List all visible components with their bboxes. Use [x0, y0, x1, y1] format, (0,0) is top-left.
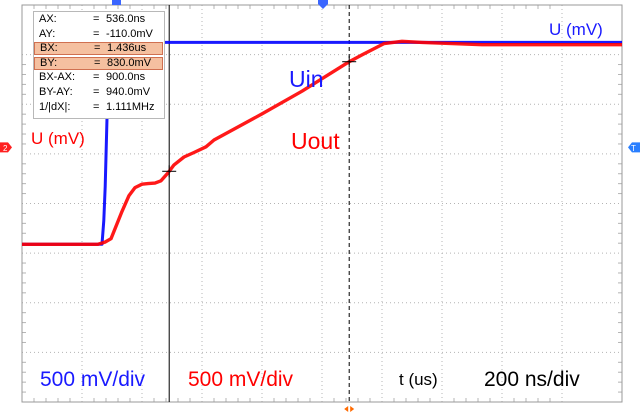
right-axis-label: U (mV)	[549, 20, 603, 39]
cursor-readout-equals: =	[94, 56, 101, 69]
cursor-readout-row: BX-AX: = 900.0ns	[34, 72, 164, 83]
cursor-readout-value: 830.0mV	[107, 56, 152, 69]
cursor-readout-equals: =	[93, 27, 100, 40]
trigger-position-shape	[318, 0, 328, 9]
cursor-readout-value: 940.0mV	[106, 86, 151, 98]
trigger-position-icon	[318, 0, 328, 9]
trigger-marker-shape	[628, 142, 640, 153]
cursor-b-left-arrow-icon	[344, 406, 349, 412]
cursor-readout-panel: AX: = 536.0ns AY: = -110.0mV BX: = 1.436us BY: = 83…	[33, 11, 165, 119]
cursor-readout-row: AX: = 536.0ns	[34, 14, 164, 25]
cursor-readout-label: BX-AX:	[39, 71, 76, 84]
timebase-marker-icon	[112, 0, 121, 5]
cursor-b-right-arrow-icon	[350, 406, 355, 412]
cursor-readout-label: 1/|dX|:	[39, 100, 71, 113]
cursor-readout-row: 1/|dX|: = 1.111MHz	[34, 100, 164, 113]
cursor-readout-equals: =	[93, 71, 100, 84]
red-channel-marker-icon: 2	[0, 142, 12, 153]
series-uout-trace	[22, 39, 622, 247]
cursor-readout-value: 1.111MHz	[106, 100, 155, 113]
cursor-readout-row: BY: = 830.0mV	[34, 56, 163, 70]
cursor-readout-value: 536.0ns	[106, 13, 146, 25]
cursor-readout-label: BY-AY:	[39, 86, 73, 98]
x-axis-label: t (us)	[399, 370, 438, 389]
time-scale-label: 200 ns/div	[484, 368, 580, 391]
left-axis-label: U (mV)	[31, 129, 85, 148]
cursor-readout-equals: =	[93, 86, 100, 98]
cursor-lines	[168, 5, 350, 402]
cursor-readout-label: BY:	[40, 56, 58, 69]
cursor-readout-label: BX:	[40, 42, 58, 55]
trigger-marker-icon: T	[628, 142, 640, 153]
cursor-readout-value: 1.436us	[107, 42, 147, 55]
cursor-readout-label: AY:	[39, 27, 56, 40]
cursor-readout-equals: =	[94, 42, 101, 55]
cursor-readout-row: AY: = -110.0mV	[34, 27, 164, 40]
red-channel-marker-label: 2	[3, 144, 8, 153]
series-label-uin: Uin	[289, 66, 324, 92]
cursor-readout-label: AX:	[39, 13, 57, 25]
blue-scale-label: 500 mV/div	[40, 368, 146, 391]
cursor-readout-row: BX: = 1.436us	[34, 42, 163, 56]
red-channel-marker-shape	[0, 142, 12, 153]
trigger-marker-label: T	[631, 144, 636, 153]
cursor-readout-equals: =	[93, 100, 100, 113]
cursor-readout-row: BY-AY: = 940.0mV	[34, 87, 164, 98]
series-label-uout: Uout	[291, 128, 340, 154]
cursor-readout-value: -110.0mV	[106, 27, 153, 40]
cursor-readout-equals: =	[93, 13, 100, 25]
cursor-readout-value: 900.0ns	[106, 71, 146, 84]
red-scale-label: 500 mV/div	[188, 368, 294, 391]
